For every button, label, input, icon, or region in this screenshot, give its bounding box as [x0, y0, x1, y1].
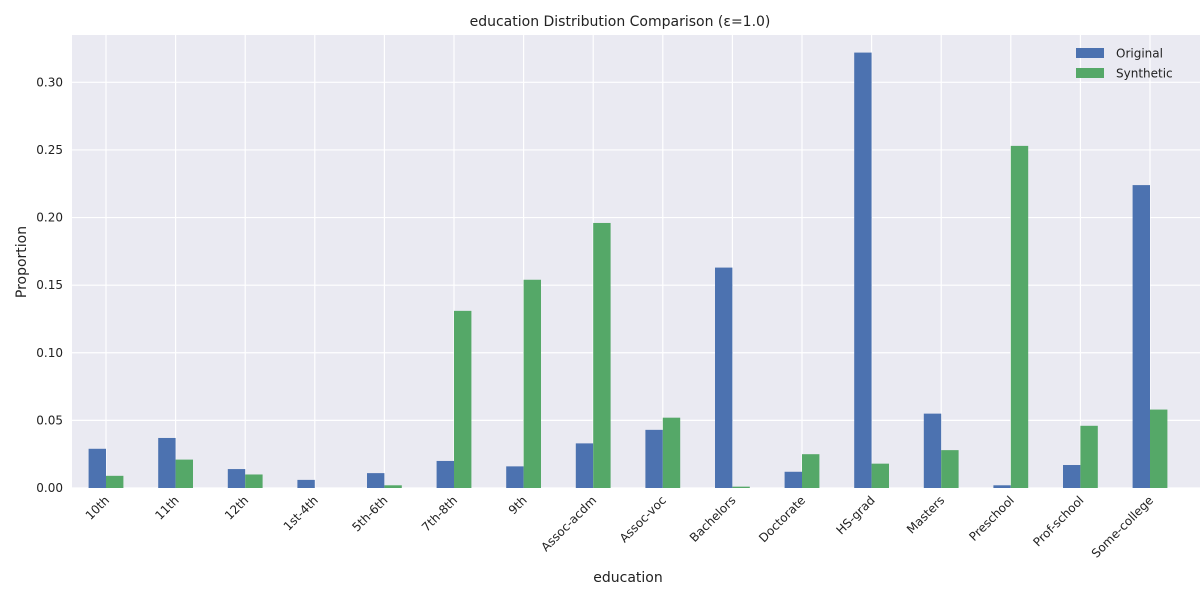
bar-original-9th	[506, 466, 524, 488]
x-tick-labels: 10th 11th 12th 1st-4th 5th-6th 7th-8th 9th Asso…	[83, 493, 1156, 560]
bar-original-7th-8th	[436, 460, 454, 488]
bar-original-5th-6th	[367, 473, 385, 488]
chart-title: education Distribution Comparison (ε=1.0…	[470, 14, 771, 30]
y-axis-label: Proportion	[14, 226, 30, 298]
x-tick-label: Assoc-acdm	[538, 493, 599, 554]
x-tick-label: 5th-6th	[349, 493, 390, 534]
y-tick-label: 0.20	[36, 211, 63, 225]
x-tick-label: Some-college	[1089, 493, 1156, 560]
bar-synthetic-hs-grad	[871, 463, 889, 488]
bar-original-assoc-acdm	[575, 443, 594, 488]
bar-synthetic-10th	[106, 475, 124, 488]
bar-synthetic-masters	[941, 450, 959, 488]
legend-swatch-original	[1076, 48, 1104, 58]
x-tick-label: HS-grad	[834, 493, 878, 537]
bar-original-hs-grad	[854, 52, 872, 489]
x-tick-label: Masters	[904, 493, 947, 536]
bar-original-assoc-voc	[645, 429, 663, 488]
bar-original-1st-4th	[297, 479, 315, 488]
x-tick-label: 9th	[506, 493, 530, 517]
x-tick-label: 12th	[222, 493, 251, 522]
x-tick-label: Preschool	[966, 493, 1017, 544]
bars	[88, 52, 1168, 489]
bar-synthetic-12th	[245, 474, 263, 488]
bar-original-some-college	[1132, 185, 1150, 488]
bar-original-10th	[88, 448, 106, 488]
bar-original-prof-school	[1063, 465, 1081, 488]
x-tick-label: 7th-8th	[419, 493, 460, 534]
x-tick-label: Bachelors	[687, 493, 739, 545]
bar-original-masters	[923, 413, 942, 488]
y-tick-label: 0.00	[36, 481, 63, 495]
bar-original-doctorate	[784, 471, 802, 488]
x-tick-label: Prof-school	[1030, 493, 1086, 549]
bar-synthetic-assoc-acdm	[593, 222, 611, 489]
legend-label-original: Original	[1116, 47, 1163, 61]
y-tick-label: 0.10	[36, 346, 63, 360]
x-tick-label: Assoc-voc	[617, 493, 669, 545]
legend-swatch-synthetic	[1076, 68, 1104, 78]
bar-synthetic-assoc-voc	[662, 417, 681, 488]
y-tick-label: 0.30	[36, 75, 63, 89]
bar-synthetic-doctorate	[802, 454, 820, 488]
bar-synthetic-9th	[523, 279, 541, 488]
bar-original-preschool	[993, 485, 1011, 488]
bar-original-12th	[227, 469, 246, 488]
bar-synthetic-7th-8th	[454, 310, 472, 488]
legend-label-synthetic: Synthetic	[1116, 67, 1173, 81]
bar-synthetic-bachelors	[732, 486, 750, 488]
bar-original-11th	[158, 437, 176, 488]
x-tick-label: 11th	[152, 493, 181, 522]
bar-original-bachelors	[715, 267, 733, 488]
bar-synthetic-prof-school	[1080, 425, 1098, 488]
bar-synthetic-5th-6th	[384, 485, 402, 488]
y-tick-label: 0.25	[36, 143, 63, 157]
legend: Original Synthetic	[1076, 47, 1173, 81]
x-tick-label: Doctorate	[756, 493, 808, 545]
bar-synthetic-11th	[175, 459, 193, 488]
y-tick-label: 0.05	[36, 413, 63, 427]
y-tick-labels: 0.00 0.05 0.10 0.15 0.20 0.25 0.30	[36, 75, 63, 495]
bar-synthetic-some-college	[1150, 409, 1168, 488]
x-tick-label: 1st-4th	[281, 493, 321, 533]
y-tick-label: 0.15	[36, 278, 63, 292]
x-axis-label: education	[593, 570, 662, 586]
x-tick-label: 10th	[83, 493, 112, 522]
bar-synthetic-preschool	[1010, 145, 1029, 488]
